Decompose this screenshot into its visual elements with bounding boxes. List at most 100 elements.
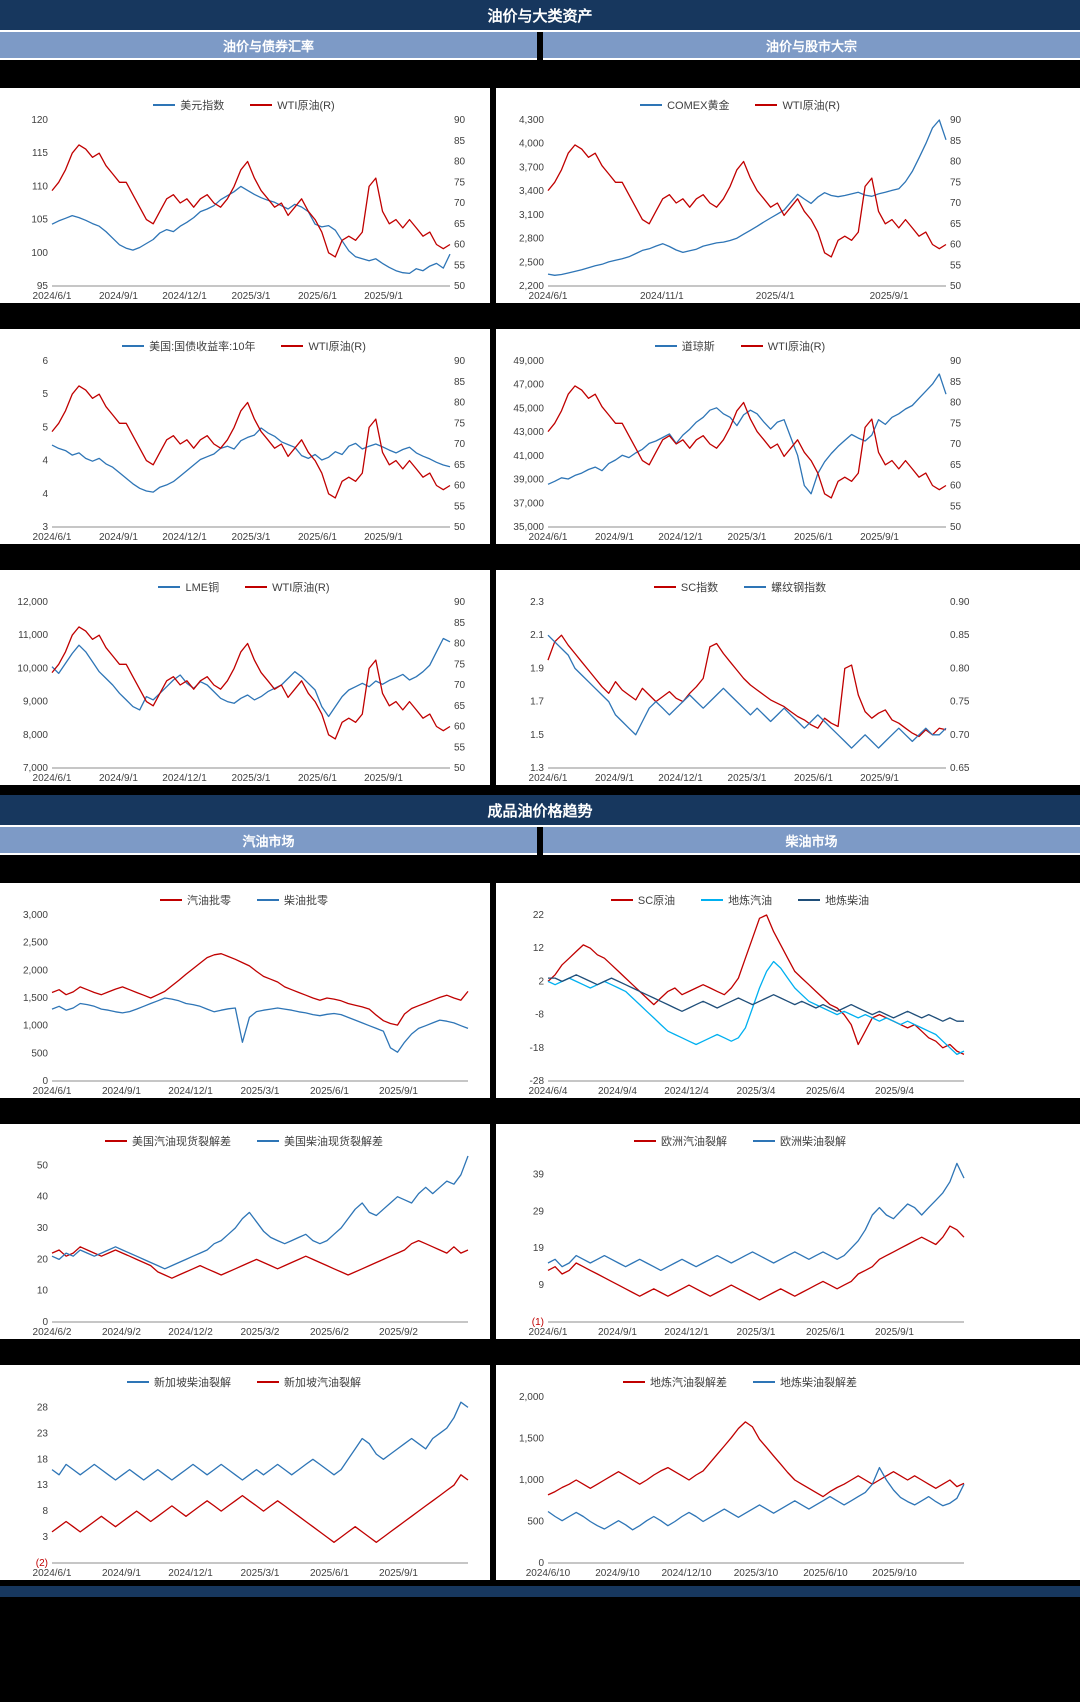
legend-label: 美国汽油现货裂解差 — [132, 1135, 231, 1148]
axis-tick-label: 2025/6/1 — [298, 532, 337, 543]
chart-panel-singapore-cracks: 新加坡柴油裂解 新加坡汽油裂解 28 23 18 13 8 3 (2) 2024/6/1 2024/… — [0, 1365, 490, 1580]
axis-tick-label: 2025/6/2 — [310, 1327, 349, 1338]
axis-tick-label: 4,300 — [519, 115, 544, 126]
legend-item: 地炼柴油裂解差 — [753, 1374, 857, 1390]
legend-line-icon — [610, 898, 633, 901]
series-line-0 — [547, 1225, 965, 1301]
axis-tick-label: 2024/12/1 — [162, 773, 207, 784]
axis-tick-label: 2025/9/1 — [860, 532, 899, 543]
axis-tick-label: 41,000 — [513, 451, 544, 462]
axis-tick-label: 39,000 — [513, 475, 544, 486]
chart-legend: 汽油批零 柴油批零 — [4, 883, 484, 909]
chart-panel-sc-rebar: SC指数 螺纹钢指数 2.3 2.1 1.9 1.7 1.5 1.3 0.90 0.85 0.80 0… — [496, 570, 1080, 785]
legend-line-icon — [257, 1380, 279, 1383]
axis-tick-label: 30 — [37, 1223, 49, 1234]
axis-tick-label: 2025/6/10 — [803, 1568, 848, 1579]
axis-tick-label: 12,000 — [17, 597, 48, 608]
legend-line-icon — [245, 585, 268, 588]
axis-tick-label: 6 — [42, 356, 48, 367]
axis-tick-label: 3,400 — [519, 186, 544, 197]
axis-tick-label: 2024/6/1 — [33, 773, 72, 784]
axis-tick-label: 0.85 — [950, 630, 970, 641]
legend-item: 新加坡汽油裂解 — [257, 1374, 361, 1390]
axis-tick-label: 60 — [454, 722, 466, 733]
legend-item: WTI原油(R) — [245, 579, 330, 595]
legend-item: WTI原油(R) — [740, 338, 825, 354]
axis-tick-label: 85 — [454, 618, 466, 629]
chart-row-5: 美国汽油现货裂解差 美国柴油现货裂解差 50 40 30 20 10 0 2024/6/2 202… — [0, 1124, 1080, 1339]
axis-tick-label: 2024/9/1 — [595, 773, 634, 784]
chart-panel-usd-index: 美元指数 WTI原油(R) 120 115 110 105 100 95 90 85 80 75 70 6… — [0, 88, 490, 303]
legend-line-icon — [640, 103, 663, 106]
legend-item: 欧洲柴油裂解 — [753, 1133, 846, 1149]
axis-tick-label: 90 — [950, 356, 962, 367]
axis-tick-label: 10 — [37, 1286, 49, 1297]
chart-10y-vs-wti: 美国:国债收益率:10年 WTI原油(R) 6 5 5 4 4 3 90 85 80 75 70 65 60… — [4, 329, 484, 544]
axis-tick-label: 3 — [42, 522, 48, 533]
axis-tick-label: 2025/9/10 — [872, 1568, 917, 1579]
axis-tick-label: 2024/9/1 — [99, 291, 138, 302]
chart-usd-index-vs-wti: 美元指数 WTI原油(R) 120 115 110 105 100 95 90 85 80 75 70 6… — [4, 88, 484, 303]
legend-item: SC原油 — [610, 892, 676, 908]
axis-tick-label: 2025/6/1 — [310, 1568, 349, 1579]
axis-tick-label: 70 — [454, 680, 466, 691]
axis-tick-label: 95 — [37, 281, 49, 292]
legend-line-icon — [744, 585, 767, 588]
axis-tick-label: 1,500 — [519, 1434, 544, 1445]
axis-tick-label: 2024/12/1 — [162, 532, 207, 543]
legend-label: 新加坡柴油裂解 — [154, 1376, 231, 1389]
axis-tick-label: 43,000 — [513, 427, 544, 438]
axis-tick-label: 2025/9/2 — [379, 1327, 418, 1338]
chart-sc-vs-rebar: SC指数 螺纹钢指数 2.3 2.1 1.9 1.7 1.5 1.3 0.90 0.85 0.80 0… — [500, 570, 980, 785]
axis-tick-label: 2025/6/1 — [794, 773, 833, 784]
chart-europe-cracks: 欧洲汽油裂解 欧洲柴油裂解 39 29 19 9 (1) 2024/6/1 2024/9/1 20… — [500, 1124, 980, 1339]
chart-plot: 12,000 11,000 10,000 9,000 8,000 7,000 90 85 80 7… — [17, 597, 466, 784]
axis-tick-label: 28 — [37, 1402, 49, 1413]
axis-tick-label: 2025/6/1 — [794, 532, 833, 543]
axis-tick-label: 2025/9/1 — [870, 291, 909, 302]
chart-legend: 欧洲汽油裂解 欧洲柴油裂解 — [500, 1124, 980, 1150]
series-line-1 — [51, 1474, 469, 1543]
axis-tick-label: 2,200 — [519, 281, 544, 292]
chart-us-cracks: 美国汽油现货裂解差 美国柴油现货裂解差 50 40 30 20 10 0 2024/6/2 202… — [4, 1124, 484, 1339]
axis-tick-label: 2025/9/1 — [379, 1568, 418, 1579]
axis-tick-label: 7,000 — [23, 763, 48, 774]
chart-legend: SC原油 地炼汽油 地炼柴油 — [500, 883, 980, 909]
chart-panel-lme-copper: LME铜 WTI原油(R) 12,000 11,000 10,000 9,000 8,000… — [0, 570, 490, 785]
legend-label: 汽油批零 — [187, 894, 231, 907]
legend-line-icon — [653, 585, 676, 588]
axis-tick-label: 2024/6/1 — [529, 1327, 568, 1338]
axis-tick-label: 2.1 — [530, 630, 544, 641]
legend-label: 地炼柴油 — [825, 894, 870, 907]
axis-tick-label: 2024/12/1 — [162, 291, 207, 302]
legend-label: LME铜 — [185, 581, 220, 594]
axis-tick-label: 2024/12/1 — [664, 1327, 709, 1338]
axis-tick-label: 60 — [454, 481, 466, 492]
axis-tick-label: 2024/6/1 — [33, 1568, 72, 1579]
legend-item: WTI原油(R) — [281, 338, 366, 354]
axis-tick-label: 2024/11/1 — [640, 291, 684, 302]
axis-tick-label: 1.3 — [530, 763, 544, 774]
axis-tick-label: 39 — [533, 1169, 545, 1180]
legend-item: 欧洲汽油裂解 — [634, 1133, 727, 1149]
chart-plot: 28 23 18 13 8 3 (2)2024/6/1 2024/9/1 2024/12/1 20… — [33, 1401, 469, 1579]
axis-tick-label: 70 — [950, 198, 962, 209]
legend-label: 欧洲柴油裂解 — [780, 1135, 846, 1148]
legend-label: SC原油 — [637, 894, 676, 907]
axis-tick-label: 5 — [42, 389, 48, 400]
axis-tick-label: 2025/3/2 — [241, 1327, 280, 1338]
axis-tick-label: 1.7 — [530, 697, 544, 708]
axis-tick-label: 50 — [37, 1160, 49, 1171]
axis-tick-label: 70 — [454, 198, 466, 209]
legend-line-icon — [281, 344, 304, 347]
axis-tick-label: 55 — [950, 501, 962, 512]
axis-tick-label: 50 — [950, 522, 962, 533]
legend-label: 欧洲汽油裂解 — [661, 1135, 727, 1148]
legend-line-icon — [127, 1380, 149, 1383]
chart-gasoline-diesel-wholesale: 汽油批零 柴油批零 3,000 2,500 2,000 1,500 1,000 500 0 202… — [4, 883, 484, 1098]
subheader-equity-commodity: 油价与股市大宗 — [543, 32, 1080, 60]
axis-tick-label: 110 — [32, 181, 48, 192]
series-line-1 — [547, 385, 947, 499]
